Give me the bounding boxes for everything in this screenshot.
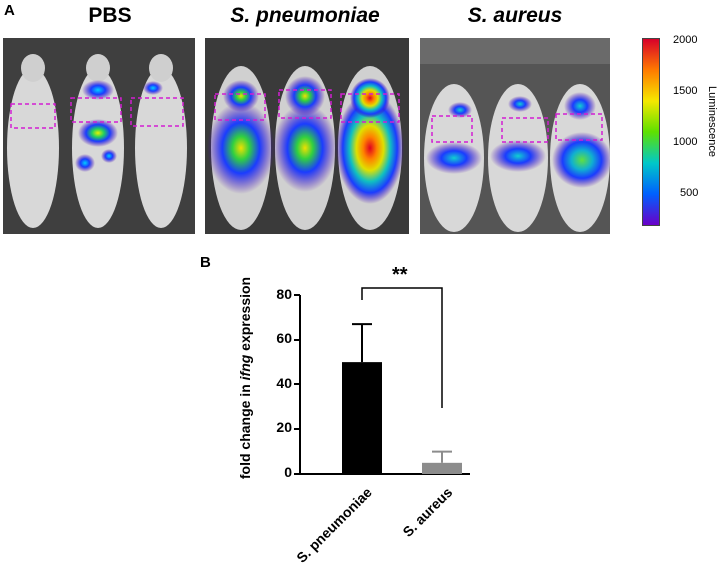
mouse-image-s-pneumoniae-svg — [205, 38, 409, 234]
y-tick-20: 20 — [276, 419, 292, 435]
mouse-image-s-aureus — [420, 38, 610, 234]
group-title-pbs: PBS — [88, 4, 132, 27]
y-tick-40: 40 — [276, 375, 292, 391]
panel-b-letter: B — [200, 254, 211, 271]
mouse-image-pbs-svg — [3, 38, 195, 234]
mouse-image-s-pneumoniae — [205, 38, 409, 234]
colorbar-tick-500: 500 — [680, 187, 699, 199]
group-title-s-aureus: S. aureus — [467, 4, 563, 27]
colorbar-tick-1500: 1500 — [673, 85, 698, 97]
bar-s-aureus — [422, 462, 462, 474]
significance-bracket — [361, 287, 443, 408]
colorbar-tick-1000: 1000 — [673, 136, 698, 148]
colorbar — [642, 38, 660, 226]
colorbar-tick-2000: 2000 — [673, 34, 698, 46]
colorbar-gradient — [643, 39, 659, 225]
significance-marker: ** — [392, 264, 408, 286]
bar-s-pneumoniae — [342, 362, 382, 474]
group-title-s-pneumoniae: S. pneumoniae — [230, 4, 380, 27]
mouse-image-s-aureus-svg — [420, 38, 610, 234]
panel-a-letter: A — [4, 2, 15, 19]
y-tick-60: 60 — [276, 330, 292, 346]
mouse-image-pbs — [3, 38, 195, 234]
y-tick-0: 0 — [284, 464, 292, 480]
y-tick-80: 80 — [276, 286, 292, 302]
